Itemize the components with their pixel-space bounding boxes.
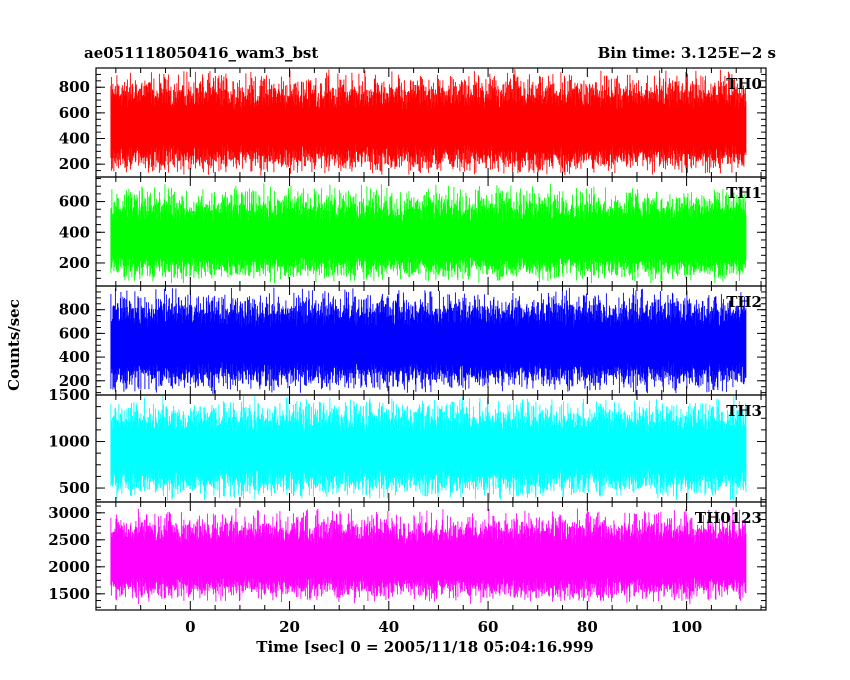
x-tick-label: 80 xyxy=(577,618,598,636)
y-tick-label: 400 xyxy=(59,348,90,366)
panel-frame-th0123 xyxy=(95,501,767,611)
series-th0123 xyxy=(110,507,747,605)
y-tick-label: 600 xyxy=(59,324,90,342)
y-tick-label: 500 xyxy=(59,479,90,497)
y-tick-label: 2000 xyxy=(48,558,90,576)
y-axis-label: Counts/sec xyxy=(5,299,23,391)
panel-label-th3: TH3 xyxy=(726,402,762,420)
y-tick-label: 200 xyxy=(59,372,90,390)
y-tick-label: 600 xyxy=(59,193,90,211)
x-tick-label: 100 xyxy=(671,618,702,636)
panel-label-th0123: TH0123 xyxy=(695,509,762,527)
series-th2 xyxy=(110,287,747,395)
panel-label-th0: TH0 xyxy=(726,75,762,93)
y-tick-label: 200 xyxy=(59,254,90,272)
panel-label-th2: TH2 xyxy=(726,293,762,311)
x-tick-label: 60 xyxy=(478,618,499,636)
series-th3 xyxy=(110,396,747,501)
series-th1 xyxy=(110,183,747,284)
y-tick-label: 400 xyxy=(59,130,90,148)
series-th0 xyxy=(110,69,747,176)
y-tick-label: 200 xyxy=(59,155,90,173)
y-tick-label: 400 xyxy=(59,223,90,241)
bin-time-label: Bin time: 3.125E−2 s xyxy=(597,44,776,62)
y-tick-label: 1500 xyxy=(48,585,90,603)
chart-title: ae051118050416_wam3_bst xyxy=(84,44,319,62)
y-tick-label: 1500 xyxy=(48,386,90,404)
x-tick-label: 40 xyxy=(378,618,399,636)
y-tick-label: 1000 xyxy=(48,433,90,451)
y-tick-label: 800 xyxy=(59,78,90,96)
x-tick-label: 20 xyxy=(279,618,300,636)
x-axis-label: Time [sec] 0 = 2005/11/18 05:04:16.999 xyxy=(256,638,594,656)
y-tick-label: 2500 xyxy=(48,531,90,549)
y-tick-label: 800 xyxy=(59,301,90,319)
panel-label-th1: TH1 xyxy=(726,184,762,202)
x-tick-label: 0 xyxy=(185,618,195,636)
y-tick-label: 600 xyxy=(59,104,90,122)
y-tick-label: 3000 xyxy=(48,504,90,522)
